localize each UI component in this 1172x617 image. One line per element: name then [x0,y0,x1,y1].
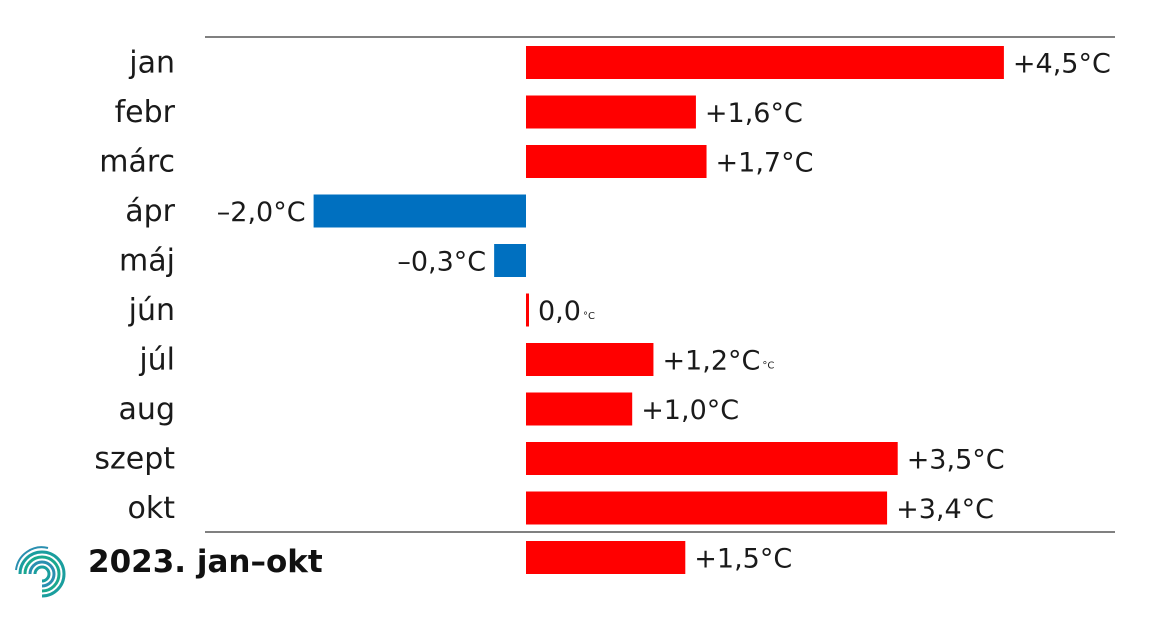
data-label: +4,5°C [1013,49,1111,80]
category-label: júl [138,343,175,378]
data-label: +1,7°C [716,148,814,179]
bar [526,541,686,574]
data-label: +1,6°C [705,98,803,129]
data-label: +1,0°C [641,395,739,426]
unit-small-label: °C [762,361,774,372]
data-label: +1,5°C [694,544,792,575]
bar [526,491,888,525]
category-label: szept [94,442,175,477]
category-label: ápr [125,194,175,229]
unit-small-label: °C [583,311,595,322]
bar [494,244,526,277]
bar [526,392,633,426]
bar [526,343,654,376]
data-label: –2,0°C [217,197,306,228]
total-period-label: 2023. jan–okt [88,544,323,580]
data-label: –0,3°C [397,247,486,278]
data-label: +1,2°C [662,346,760,377]
category-label: okt [128,491,176,526]
bar [526,442,898,475]
category-label: márc [99,145,175,180]
category-label: máj [119,244,175,279]
category-label: aug [119,392,175,427]
category-label: jún [128,293,175,328]
category-label: jan [128,46,175,81]
bar [526,46,1004,79]
bar [526,95,696,129]
bar [526,293,529,327]
bar [313,194,526,228]
logo-icon [15,546,66,598]
data-label: +3,5°C [907,445,1005,476]
bar [526,145,707,178]
data-label: 0,0 [538,296,581,327]
bars-group: jan +4,5°C febr +1,6°C márc +1,7°C ápr –2,0°C má… [94,46,1110,575]
category-label: febr [115,95,176,130]
data-label: +3,4°C [896,494,994,525]
